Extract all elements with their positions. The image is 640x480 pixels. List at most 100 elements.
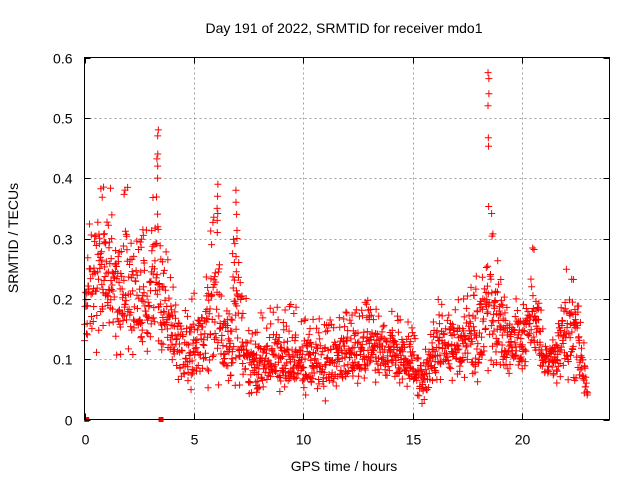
data-point: [220, 351, 228, 359]
data-point: [112, 263, 120, 271]
data-point: [340, 315, 348, 323]
data-point: [440, 331, 448, 339]
data-point: [281, 383, 289, 391]
data-point: [113, 351, 121, 359]
data-point: [501, 317, 509, 325]
data-point: [512, 352, 520, 360]
data-point: [100, 183, 108, 191]
data-point: [132, 267, 140, 275]
data-point: [475, 355, 483, 363]
data-point: [103, 218, 111, 226]
data-point: [239, 310, 247, 318]
data-point: [445, 342, 452, 350]
data-point: [490, 310, 498, 318]
data-point: [341, 323, 349, 331]
data-point: [522, 305, 530, 313]
data-point: [487, 356, 495, 364]
data-point: [211, 273, 219, 281]
data-point: [527, 326, 535, 334]
data-point: [348, 344, 356, 352]
data-point: [384, 363, 392, 371]
data-point: [580, 339, 588, 347]
data-point: [192, 344, 200, 352]
data-point: [500, 293, 508, 301]
data-point: [521, 358, 529, 366]
x-tick-label: 5: [191, 432, 199, 448]
data-point: [235, 273, 242, 281]
data-point: [562, 265, 570, 273]
data-point: [532, 328, 540, 336]
data-point: [193, 326, 201, 334]
data-point: [161, 286, 169, 294]
data-point: [408, 357, 416, 365]
data-point: [464, 292, 472, 300]
data-point: [183, 340, 191, 348]
data-point: [445, 311, 453, 319]
data-point: [459, 340, 467, 348]
data-point: [403, 382, 411, 390]
data-point: [228, 327, 236, 335]
data-point: [513, 307, 521, 315]
data-point: [489, 361, 497, 369]
data-point: [95, 326, 103, 334]
data-point: [259, 314, 267, 322]
data-point: [101, 263, 109, 271]
data-point: [213, 216, 221, 224]
data-point: [418, 399, 426, 407]
data-point: [254, 384, 262, 392]
data-point: [435, 311, 443, 319]
data-point: [497, 297, 505, 305]
data-point: [435, 343, 443, 351]
data-point: [347, 350, 355, 358]
data-point: [512, 347, 520, 355]
data-point: [232, 325, 240, 333]
data-point: [298, 343, 306, 351]
data-point: [284, 337, 291, 345]
data-point: [455, 345, 463, 353]
data-point: [88, 313, 95, 321]
data-point: [84, 302, 92, 310]
data-point: [154, 126, 162, 134]
data-point: [165, 310, 172, 318]
data-point: [149, 270, 157, 278]
data-point: [262, 343, 270, 351]
data-point: [313, 385, 321, 393]
data-point: [205, 367, 213, 375]
data-point: [470, 291, 478, 299]
data-point: [95, 257, 103, 265]
data-point: [404, 332, 412, 340]
data-point: [275, 358, 283, 366]
data-point: [116, 306, 123, 314]
data-point: [460, 295, 468, 303]
data-point: [505, 369, 513, 377]
x-tick-label: 10: [296, 432, 312, 448]
data-point: [578, 344, 585, 352]
data-point: [511, 313, 519, 320]
data-point: [150, 304, 158, 312]
data-point: [283, 359, 291, 367]
data-point: [154, 150, 162, 158]
data-point: [138, 338, 146, 346]
data-point: [501, 347, 509, 355]
data-point: [491, 296, 499, 304]
data-point: [468, 338, 476, 346]
data-point: [448, 340, 456, 348]
data-point: [296, 358, 304, 366]
data-point: [130, 252, 138, 260]
data-point: [396, 365, 404, 373]
data-point: [108, 281, 116, 289]
data-point: [109, 287, 117, 295]
data-point: [338, 348, 346, 356]
data-point: [568, 328, 576, 336]
data-point: [280, 338, 288, 346]
data-point: [363, 328, 371, 336]
data-point: [128, 268, 136, 276]
data-point: [375, 369, 383, 377]
data-point: [287, 300, 295, 308]
data-point: [268, 347, 276, 355]
data-point: [298, 350, 306, 358]
data-point: [92, 241, 100, 249]
data-point: [127, 323, 135, 331]
data-point: [261, 346, 269, 354]
data-point: [569, 342, 577, 350]
